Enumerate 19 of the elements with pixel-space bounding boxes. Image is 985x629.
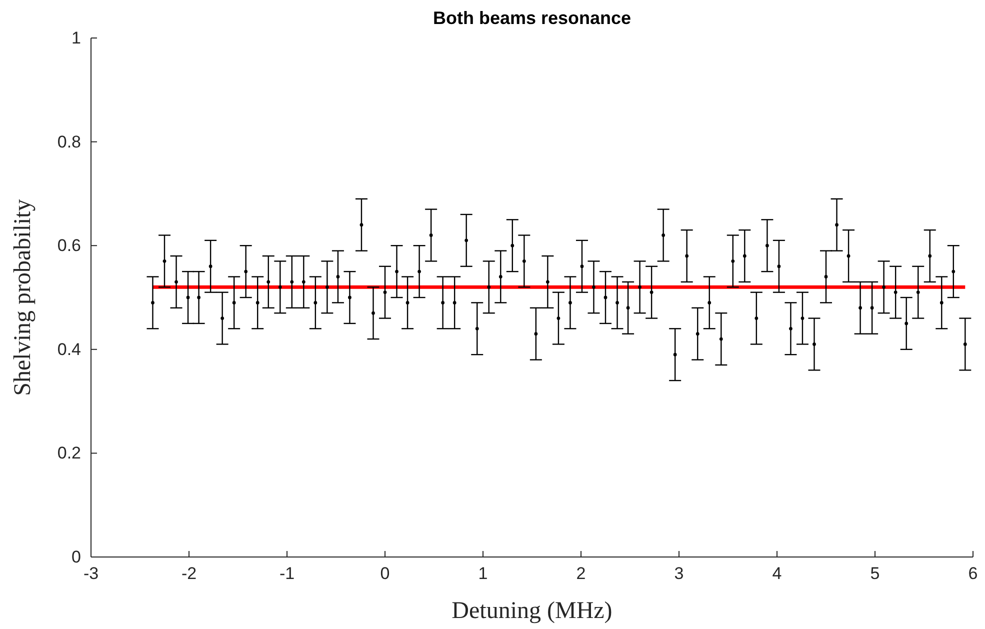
x-tick-label: 5: [870, 564, 880, 584]
x-tick-label: 3: [674, 564, 684, 584]
x-tick-label: 1: [478, 564, 488, 584]
x-tick-label: 6: [968, 564, 978, 584]
x-tick-label: 2: [576, 564, 586, 584]
y-axis-title: Shelving probability: [10, 199, 36, 396]
chart-title: Both beams resonance: [432, 8, 632, 28]
x-tick-label: 4: [772, 564, 782, 584]
y-tick-label: 1: [72, 28, 81, 48]
x-axis-title: Detuning (MHz): [452, 598, 612, 624]
x-tick-label: -3: [83, 564, 99, 584]
y-tick-label: 0.6: [57, 236, 81, 256]
x-tick-label: -1: [279, 564, 295, 584]
x-tick-label: 0: [380, 564, 390, 584]
y-tick-label: 0.2: [57, 444, 81, 463]
y-tick-label: 0.4: [57, 340, 81, 359]
y-tick-label: 0: [72, 547, 81, 566]
x-tick-label: -2: [181, 564, 197, 584]
y-tick-label: 0.8: [57, 132, 81, 152]
